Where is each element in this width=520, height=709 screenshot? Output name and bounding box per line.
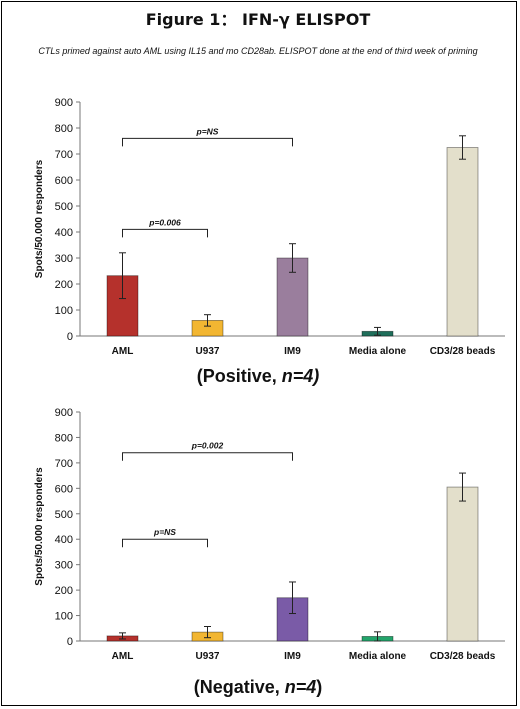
y-tick-label: 0 (67, 331, 73, 343)
category-label: U937 (196, 346, 220, 357)
figure-subtitle: CTLs primed against auto AML using IL15 … (38, 46, 478, 56)
y-tick-label: 800 (55, 432, 73, 444)
y-tick-label: 0 (67, 636, 73, 648)
bar (446, 486, 479, 642)
y-axis-label: Spots/50.000 responders (34, 159, 45, 278)
figure-title: Figure 1： IFN-γ ELISPOT (145, 10, 371, 29)
y-tick-label: 200 (55, 279, 73, 291)
y-tick-label: 800 (55, 123, 73, 135)
caption-close: ) (316, 677, 323, 697)
category-label: Media alone (349, 346, 407, 357)
y-tick-label: 100 (55, 305, 73, 317)
significance-label: p=0.006 (148, 217, 181, 227)
y-tick-label: 400 (55, 227, 73, 239)
caption-n: n=4 (284, 677, 317, 697)
bar (446, 147, 479, 337)
significance-bracket (122, 228, 208, 238)
category-label: AML (112, 651, 134, 662)
significance-label: p=NS (153, 527, 176, 537)
category-label: IM9 (284, 346, 301, 357)
y-tick-label: 100 (55, 611, 73, 623)
y-tick-label: 500 (55, 201, 73, 213)
y-tick-label: 300 (55, 253, 73, 265)
category-label: AML (112, 346, 134, 357)
significance-bracket (122, 452, 293, 461)
category-label: CD3/28 beads (430, 346, 496, 357)
y-tick-label: 700 (55, 149, 73, 161)
y-tick-label: 600 (55, 175, 73, 187)
y-tick-label: 400 (55, 534, 73, 546)
caption-main: (Positive, (196, 366, 282, 386)
y-tick-label: 700 (55, 458, 73, 470)
caption-n: n=4) (281, 366, 320, 386)
panel-caption-negative: (Negative, n=4) (0, 677, 516, 698)
y-tick-label: 200 (55, 585, 73, 597)
category-label: U937 (196, 651, 220, 662)
y-tick-label: 900 (55, 97, 73, 109)
significance-bracket (122, 137, 293, 147)
y-tick-label: 500 (55, 509, 73, 521)
category-label: CD3/28 beads (430, 651, 496, 662)
y-axis-label: Spots/50.000 responders (34, 467, 45, 586)
y-tick-label: 600 (55, 483, 73, 495)
y-tick-label: 900 (55, 407, 73, 419)
category-label: Media alone (349, 651, 407, 662)
panel-caption-positive: (Positive, n=4) (0, 366, 516, 387)
y-tick-label: 300 (55, 560, 73, 572)
significance-label: p=NS (196, 126, 219, 136)
significance-bracket (122, 538, 208, 548)
category-label: IM9 (284, 651, 301, 662)
significance-label: p=0.002 (191, 441, 224, 451)
caption-main: (Negative, (193, 677, 285, 697)
